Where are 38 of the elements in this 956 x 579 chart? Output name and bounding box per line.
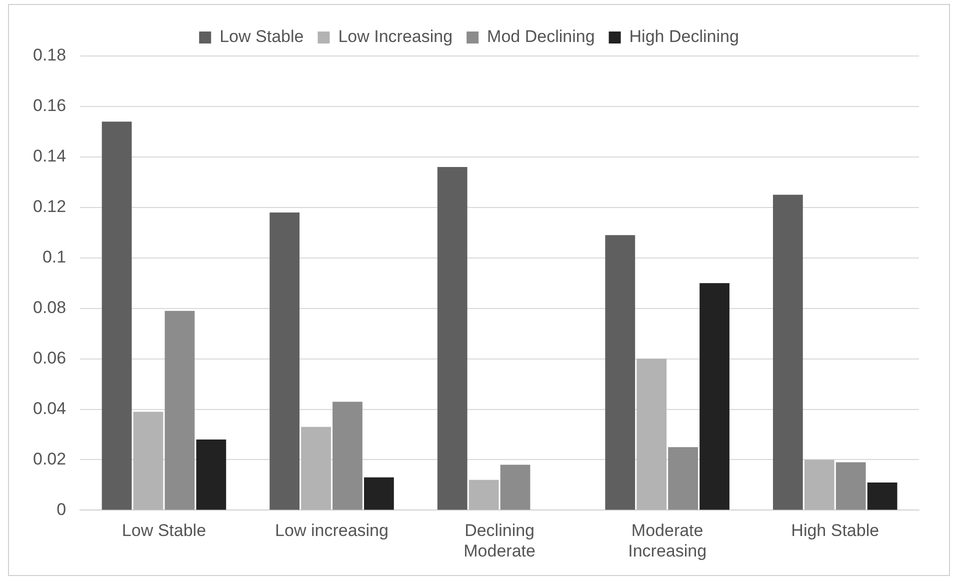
bar xyxy=(700,283,730,510)
legend-label: Low Increasing xyxy=(338,27,453,46)
bar xyxy=(636,358,667,510)
bar xyxy=(332,402,362,510)
legend-label: Low Stable xyxy=(220,27,304,46)
y-tick-label: 0.02 xyxy=(32,449,66,468)
x-tick-label: Low Stable xyxy=(122,521,206,540)
y-tick-label: 0.14 xyxy=(32,146,66,166)
y-tick-label: 0.16 xyxy=(32,96,66,116)
y-tick-label: 0.18 xyxy=(32,46,66,65)
bar xyxy=(867,482,898,510)
bar xyxy=(133,412,164,510)
bar xyxy=(605,235,636,510)
bar xyxy=(364,477,394,510)
y-tick-label: 0.04 xyxy=(32,398,66,418)
y-tick-label: 0.06 xyxy=(32,348,66,368)
bar xyxy=(468,480,499,510)
y-tick-label: 0.1 xyxy=(42,248,66,267)
x-tick-label: Low increasing xyxy=(275,521,388,540)
bar xyxy=(772,194,803,510)
x-tick-label: High Stable xyxy=(791,521,880,540)
x-tick-label: Moderate Increasing xyxy=(628,521,707,560)
bar xyxy=(804,460,834,510)
y-tick-label: 0.08 xyxy=(32,298,66,318)
bar xyxy=(270,212,300,510)
x-tick-label: Declining Moderate xyxy=(464,521,536,560)
bar xyxy=(301,426,331,510)
bar xyxy=(102,122,132,510)
bar xyxy=(836,462,866,510)
legend-label: Mod Declining xyxy=(487,27,595,46)
bar xyxy=(500,464,530,510)
legend-label: High Declining xyxy=(629,27,739,46)
bar xyxy=(196,440,226,510)
bar xyxy=(164,310,195,510)
bar xyxy=(668,447,698,510)
y-tick-label: 0.12 xyxy=(32,197,66,216)
y-tick-label: 0 xyxy=(56,500,66,519)
bar xyxy=(437,167,468,510)
